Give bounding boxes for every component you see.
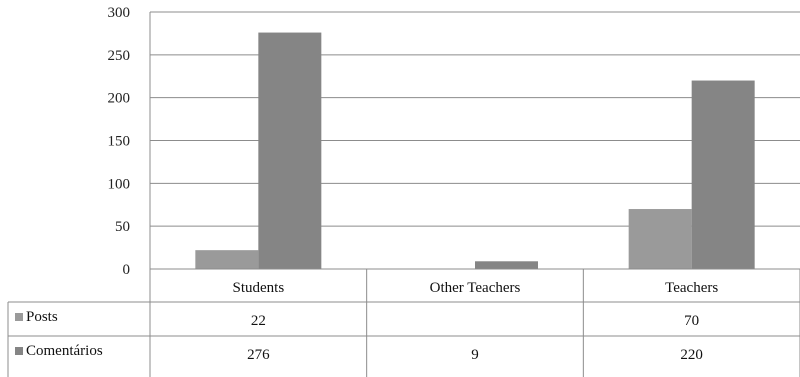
legend-swatch bbox=[15, 313, 23, 321]
bar-posts bbox=[628, 209, 692, 269]
data-label: 9 bbox=[471, 347, 479, 363]
bar-comentarios bbox=[691, 80, 755, 270]
data-label: 276 bbox=[247, 347, 270, 363]
data-label: 70 bbox=[684, 313, 699, 329]
y-tick-label: 200 bbox=[108, 91, 131, 107]
y-axis-ticks: 0 50 100 150 200 250 300 bbox=[108, 5, 131, 278]
category-label: Other Teachers bbox=[430, 280, 521, 296]
bars bbox=[195, 32, 755, 270]
y-tick-label: 250 bbox=[108, 48, 131, 64]
y-tick-label: 0 bbox=[123, 262, 131, 278]
data-label: 22 bbox=[251, 313, 266, 329]
data-label: 220 bbox=[680, 347, 703, 363]
data-table: Students Other Teachers Teachers Posts 22 70 C… bbox=[7, 268, 800, 377]
legend-label: Comentários bbox=[26, 343, 103, 359]
legend-swatch bbox=[15, 347, 23, 355]
y-tick-label: 300 bbox=[108, 5, 131, 21]
legend-label: Posts bbox=[26, 309, 58, 325]
y-tick-label: 100 bbox=[108, 176, 131, 192]
bar-comentarios bbox=[475, 261, 538, 269]
y-tick-label: 150 bbox=[108, 134, 131, 150]
bar-comentarios bbox=[258, 32, 322, 270]
y-tick-label: 50 bbox=[115, 219, 130, 235]
category-label: Students bbox=[232, 280, 284, 296]
bar-posts bbox=[195, 250, 259, 269]
category-label: Teachers bbox=[665, 280, 718, 296]
